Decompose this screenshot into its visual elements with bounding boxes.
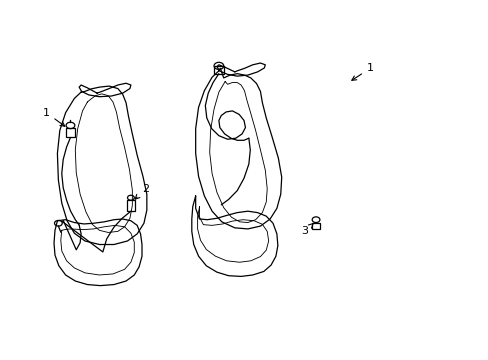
Bar bbox=[311, 223, 319, 229]
Text: 1: 1 bbox=[43, 108, 65, 126]
Bar bbox=[127, 200, 135, 211]
Text: 2: 2 bbox=[135, 184, 149, 199]
Bar bbox=[65, 127, 75, 138]
Text: 3: 3 bbox=[301, 223, 313, 237]
Text: 1: 1 bbox=[351, 63, 373, 80]
Bar bbox=[214, 66, 223, 74]
